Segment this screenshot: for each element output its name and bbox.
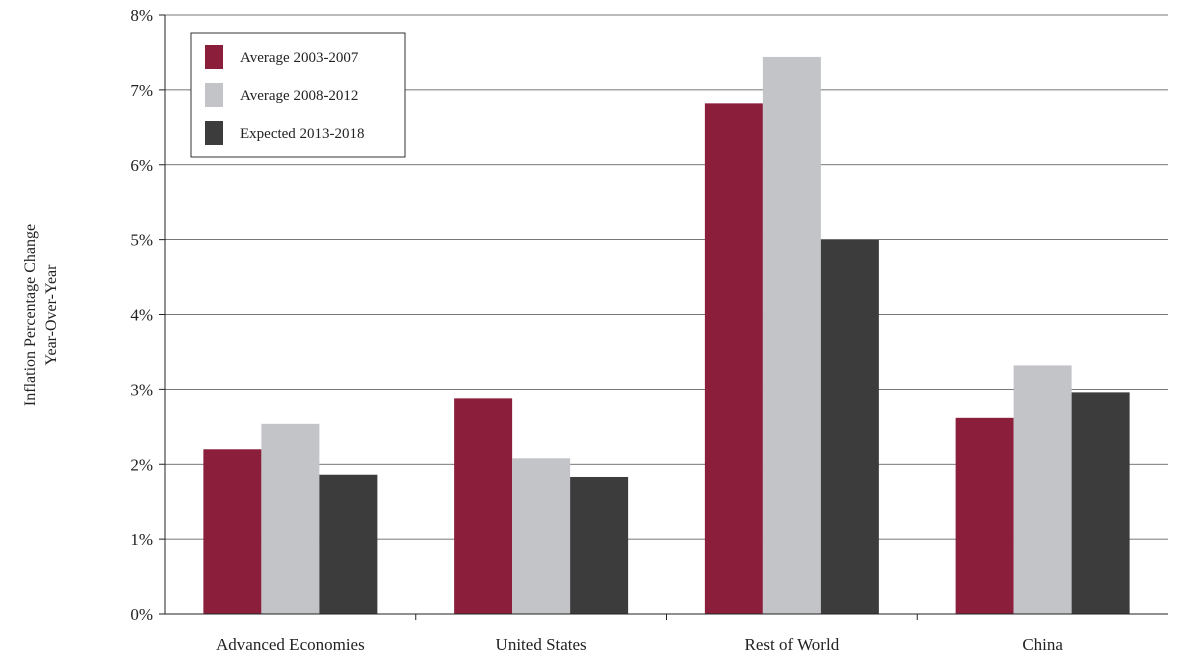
bar <box>820 239 879 614</box>
legend-label: Average 2003-2007 <box>240 50 359 66</box>
y-axis-title-line-2: Year-Over-Year <box>43 264 60 366</box>
legend: Average 2003-2007 Average 2008-2012 Expect… <box>190 32 406 158</box>
y-tick-label: 6% <box>130 156 153 175</box>
legend-swatch <box>205 83 223 107</box>
y-axis-title: Inflation Percentage Change Year-Over-Ye… <box>22 224 60 406</box>
legend-label: Expected 2013-2018 <box>240 126 365 142</box>
x-category-label: China <box>1022 635 1063 654</box>
y-axis-title-line-1: Inflation Percentage Change <box>22 224 39 406</box>
x-category-label: United States <box>496 635 587 654</box>
bar <box>762 56 821 615</box>
legend-swatch <box>205 121 223 145</box>
bar <box>319 474 378 614</box>
bar <box>261 423 320 614</box>
bar <box>1013 365 1072 614</box>
bar <box>704 103 763 614</box>
y-tick-label: 8% <box>130 6 153 25</box>
y-tick-label: 1% <box>130 530 153 549</box>
y-tick-label: 5% <box>130 231 153 250</box>
y-tick-label: 2% <box>130 455 153 474</box>
x-category-label: Rest of World <box>745 635 840 654</box>
y-tick-label: 0% <box>130 605 153 624</box>
bar <box>1071 392 1130 614</box>
bar <box>203 449 262 614</box>
y-tick-label: 4% <box>130 306 153 325</box>
y-tick-label: 3% <box>130 380 153 399</box>
bar <box>570 476 629 614</box>
bar <box>512 458 571 614</box>
bars <box>203 56 1130 615</box>
bar <box>454 398 513 614</box>
axes: 0% 1% 2% 3% 4% 5% 6% 7% 8% Advanced Economies Unit… <box>130 6 1168 654</box>
y-tick-label: 7% <box>130 81 153 100</box>
legend-label: Average 2008-2012 <box>240 88 358 104</box>
legend-box <box>190 32 406 158</box>
legend-swatch <box>205 45 223 69</box>
x-category-label: Advanced Economies <box>216 635 365 654</box>
bar <box>955 417 1014 614</box>
